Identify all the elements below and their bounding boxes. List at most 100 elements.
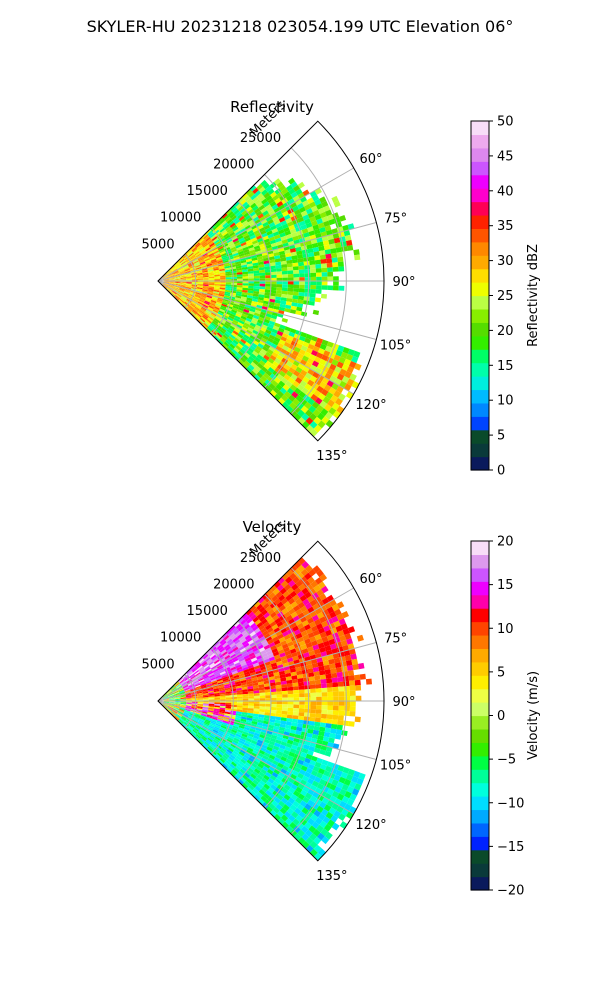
velocity-cell: [166, 690, 172, 694]
reflectivity-cell: [190, 245, 195, 250]
reflectivity-cell: [259, 278, 266, 281]
velocity-cell: [239, 749, 247, 755]
velocity-cell: [254, 652, 262, 658]
velocity-cell: [241, 613, 249, 620]
reflectivity-cell: [246, 358, 253, 365]
velocity-cell: [321, 759, 329, 766]
velocity-cell: [349, 680, 356, 686]
reflectivity-cell: [243, 322, 250, 328]
velocity-cell: [314, 787, 322, 795]
reflectivity-cell: [235, 335, 242, 341]
velocity-cell: [190, 675, 196, 680]
velocity-cell: [319, 763, 327, 771]
reflectivity-cell: [216, 300, 223, 304]
velocity-cell: [292, 711, 299, 716]
velocity-cell: [174, 706, 180, 709]
velocity-cell: [327, 691, 334, 697]
reflectivity-cell: [271, 281, 277, 285]
reflectivity-cell: [353, 249, 360, 256]
reflectivity-cell: [245, 189, 253, 196]
reflectivity-cell: [314, 341, 322, 348]
reflectivity-cell: [256, 183, 263, 191]
velocity-cell: [209, 674, 215, 678]
velocity-cell: [254, 667, 261, 673]
velocity-cell: [242, 703, 249, 706]
reflectivity-cell: [254, 324, 262, 330]
reflectivity-cell: [194, 263, 201, 267]
velocity-cell: [270, 763, 278, 769]
colorbar-segment: [471, 255, 489, 270]
reflectivity-cell: [216, 301, 222, 306]
velocity-cell: [249, 765, 256, 771]
velocity-cell: [257, 739, 264, 745]
velocity-cell: [295, 797, 303, 804]
velocity-cell: [229, 716, 236, 720]
reflectivity-cell: [318, 245, 325, 252]
reflectivity-cell: [351, 355, 359, 364]
velocity-cell: [277, 633, 284, 640]
reflectivity-cell: [270, 225, 277, 231]
velocity-cell: [237, 696, 243, 699]
velocity-cell: [188, 725, 194, 731]
reflectivity-cell: [186, 298, 192, 303]
velocity-cell: [354, 679, 361, 686]
velocity-cell: [212, 729, 219, 734]
velocity-cell: [186, 669, 191, 674]
reflectivity-cell: [225, 347, 232, 353]
reflectivity-cell: [228, 242, 235, 247]
velocity-cell: [278, 649, 285, 655]
reflectivity-cell: [211, 247, 218, 252]
reflectivity-cell: [264, 343, 271, 349]
velocity-cell: [252, 737, 259, 743]
velocity-cell: [285, 653, 293, 660]
reflectivity-cell: [354, 254, 361, 261]
velocity-cell: [241, 733, 248, 738]
velocity-cell: [340, 639, 348, 647]
reflectivity-cell: [289, 228, 297, 234]
reflectivity-cell: [252, 314, 260, 320]
velocity-cell: [172, 709, 178, 714]
velocity-cell: [365, 678, 372, 685]
velocity-cell: [199, 729, 205, 735]
velocity-cell: [229, 625, 236, 631]
velocity-cell: [252, 659, 259, 665]
velocity-cell: [257, 657, 264, 663]
reflectivity-cell: [232, 217, 239, 223]
reflectivity-cell: [185, 257, 191, 262]
reflectivity-cell: [312, 371, 320, 379]
reflectivity-cell: [329, 363, 337, 371]
velocity-cell: [291, 744, 298, 750]
velocity-grid: [157, 540, 385, 862]
velocity-cell: [295, 730, 302, 736]
velocity-cell: [269, 718, 276, 723]
reflectivity-cell: [268, 334, 276, 340]
reflectivity-cell: [241, 362, 249, 369]
velocity-cell: [293, 689, 300, 694]
velocity-cell: [219, 669, 226, 674]
velocity-cell: [265, 624, 272, 631]
velocity-cell: [255, 670, 262, 675]
velocity-cell: [279, 614, 286, 621]
reflectivity-cell: [229, 334, 236, 340]
velocity-cell: [254, 757, 261, 763]
reflectivity-cell: [207, 267, 214, 271]
velocity-cell: [209, 734, 215, 740]
reflectivity-cell: [214, 306, 220, 311]
velocity-cell: [290, 760, 298, 767]
reflectivity-cell: [169, 282, 175, 284]
reflectivity-cell: [231, 248, 238, 253]
reflectivity-cell: [215, 325, 221, 331]
reflectivity-cell: [305, 222, 313, 229]
velocity-cell: [258, 660, 265, 666]
velocity-cell: [296, 670, 303, 676]
reflectivity-cell: [250, 194, 257, 201]
velocity-cell: [233, 621, 240, 628]
reflectivity-cell: [262, 303, 269, 308]
velocity-cell: [228, 756, 235, 762]
reflectivity-cell: [173, 270, 179, 274]
colorbar-tick-label: 30: [497, 254, 514, 269]
reflectivity-cell: [236, 267, 242, 271]
reflectivity-cell: [315, 289, 322, 294]
reflectivity-cell: [259, 216, 266, 222]
reflectivity-cell: [286, 294, 293, 299]
